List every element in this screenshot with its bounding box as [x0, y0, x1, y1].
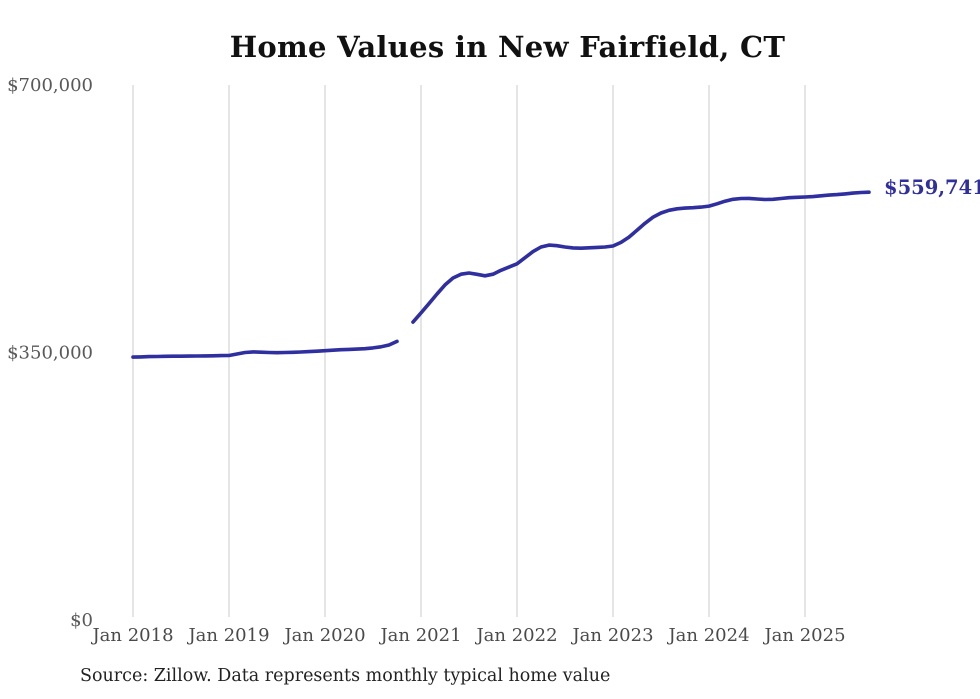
x-tick-label: Jan 2018	[90, 625, 173, 646]
x-tick-label: Jan 2021	[378, 625, 461, 646]
y-tick-label: $700,000	[7, 75, 93, 96]
x-tick-label: Jan 2024	[666, 625, 749, 646]
y-tick-label: $350,000	[7, 343, 93, 364]
chart-title: Home Values in New Fairfield, CT	[229, 30, 786, 64]
y-tick-label: $0	[70, 610, 93, 631]
x-tick-label: Jan 2019	[186, 625, 269, 646]
source-note: Source: Zillow. Data represents monthly …	[80, 666, 611, 686]
x-tick-label: Jan 2025	[762, 625, 845, 646]
latest-value-annotation: $559,741	[884, 176, 980, 200]
value-line	[411, 190, 871, 324]
x-tick-label: Jan 2023	[570, 625, 653, 646]
x-tick-label: Jan 2020	[282, 625, 365, 646]
value-line	[131, 339, 399, 359]
x-tick-label: Jan 2022	[474, 625, 557, 646]
